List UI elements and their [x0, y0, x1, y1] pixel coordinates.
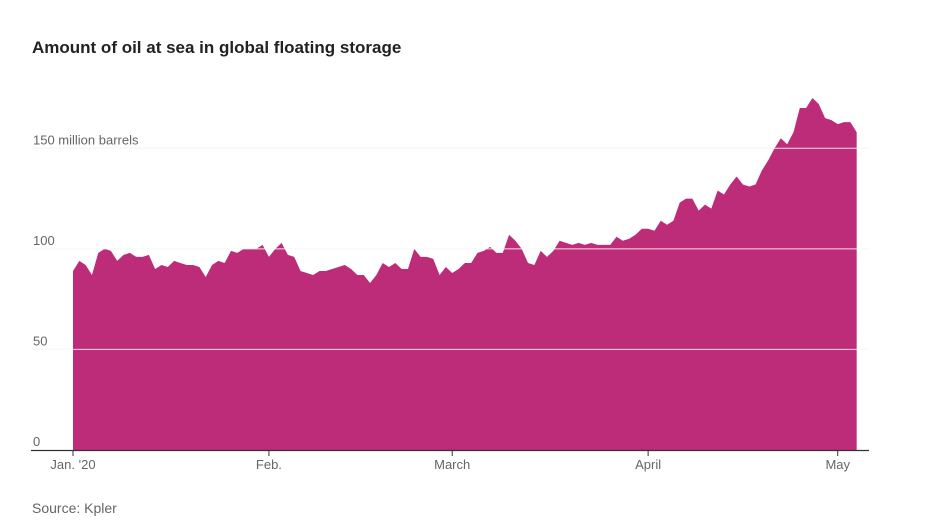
y-tick-label: 0 [33, 434, 40, 449]
x-tick-label: April [635, 457, 661, 472]
chart-title: Amount of oil at sea in global floating … [32, 38, 402, 57]
x-tick-label: May [825, 457, 850, 472]
x-tick-label: March [434, 457, 470, 472]
y-tick-label: 100 [33, 233, 55, 248]
x-tick-label: Jan. '20 [50, 457, 95, 472]
y-tick-label: 150 million barrels [33, 132, 139, 147]
floating-storage-area [73, 98, 857, 450]
x-tick-label: Feb. [256, 457, 282, 472]
y-axis-ticks: 0 50 100 150 million barrels [31, 132, 869, 449]
source-note: Source: Kpler [32, 500, 117, 516]
y-tick-label: 50 [33, 333, 47, 348]
x-axis-ticks: Jan. '20 Feb. March April May [50, 450, 850, 472]
